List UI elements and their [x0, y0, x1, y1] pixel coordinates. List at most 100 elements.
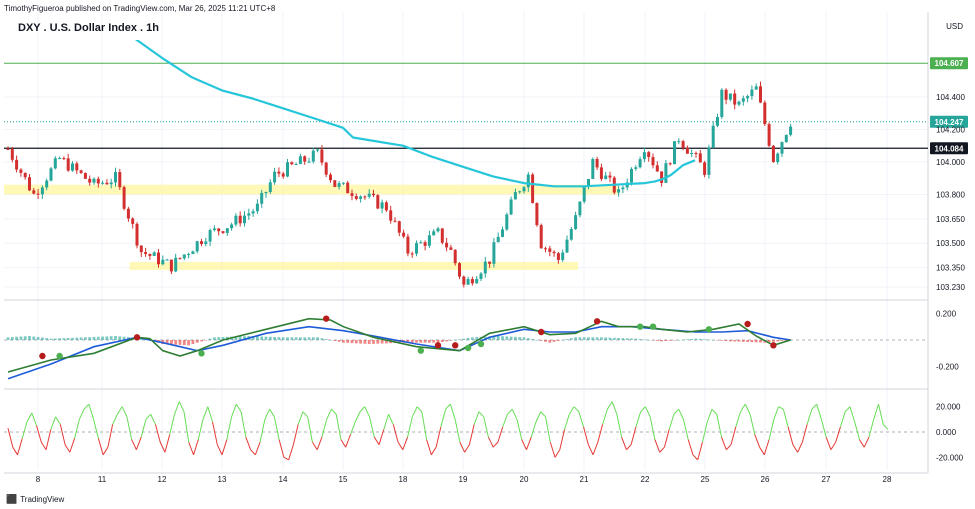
osc1-histogram-bar	[655, 340, 659, 341]
candle-body	[569, 229, 573, 240]
candle-body	[531, 174, 535, 204]
price-label-box-support	[930, 142, 968, 155]
candle-body	[664, 163, 668, 183]
candle-body	[372, 193, 375, 196]
osc2-segment	[564, 414, 570, 430]
osc2-segment	[587, 444, 594, 456]
candle-body	[445, 242, 449, 248]
osc1-histogram-bar	[544, 340, 547, 342]
osc2-segment	[592, 441, 599, 455]
osc1-histogram-bar	[690, 339, 694, 340]
currency-label[interactable]: USD	[946, 22, 963, 31]
osc1-histogram-bar	[324, 339, 328, 340]
osc2-segment	[497, 426, 504, 443]
osc2-segment	[207, 406, 214, 423]
osc2-segment	[112, 414, 118, 425]
candle-body	[195, 241, 199, 252]
candle-body	[225, 228, 229, 233]
osc1-histogram-bar	[668, 340, 672, 341]
osc2-segment	[640, 406, 646, 413]
osc1-histogram-bar	[466, 338, 470, 340]
osc1-histogram-bar	[62, 338, 66, 340]
candle-body	[135, 223, 139, 246]
candle-body	[367, 193, 371, 197]
osc2-segment	[416, 406, 423, 413]
osc2-y-tick-label: 20.000	[936, 403, 961, 412]
candle-body	[492, 242, 496, 264]
osc2-segment	[331, 408, 337, 415]
osc1-histogram-bar	[333, 340, 337, 341]
osc1-histogram-bar	[716, 340, 719, 341]
publisher-attribution: TimothyFigueroa published on TradingView…	[4, 4, 276, 13]
osc1-histogram-bar	[423, 340, 427, 343]
osc1-histogram-bar	[213, 337, 216, 340]
osc2-segment	[849, 406, 856, 423]
osc1-histogram-bar	[105, 336, 109, 340]
price-label-resistance: 104.607	[935, 59, 964, 68]
osc2-segment	[45, 429, 52, 450]
osc2-segment	[816, 403, 822, 420]
tradingview-brand[interactable]: ⬛ TradingView	[6, 494, 64, 505]
osc2-segment	[806, 409, 813, 425]
candle-body	[750, 89, 754, 97]
candle-body	[376, 195, 380, 209]
candle-body	[290, 162, 294, 165]
x-tick-label: 12	[158, 475, 167, 484]
osc2-segment	[521, 439, 527, 450]
candle-body	[655, 165, 659, 172]
candle-body	[363, 196, 367, 198]
osc1-histogram-bar	[41, 337, 44, 340]
candle-body	[685, 147, 689, 154]
osc1-histogram-bar	[548, 340, 552, 343]
osc2-segment	[55, 416, 61, 425]
candle-body	[789, 126, 793, 135]
osc1-histogram-bar	[445, 340, 448, 342]
osc2-segment	[17, 438, 23, 455]
candle-body	[75, 163, 79, 171]
osc1-histogram-bar	[359, 340, 362, 344]
osc2-segment	[554, 449, 561, 458]
osc2-segment	[483, 416, 489, 438]
candle-body	[264, 191, 268, 193]
osc1-histogram-bar	[200, 340, 203, 342]
candle-body	[660, 171, 664, 183]
candle-body	[595, 159, 599, 168]
candle-body	[741, 98, 745, 102]
osc2-segment	[216, 444, 223, 456]
osc2-segment	[630, 426, 637, 445]
osc2-segment	[706, 409, 713, 423]
osc2-segment	[64, 444, 71, 453]
osc2-segment	[107, 424, 114, 448]
osc1-histogram-bar	[307, 337, 311, 340]
y-tick-label: 103.350	[936, 264, 965, 273]
candle-body	[518, 191, 522, 193]
osc2-segment	[411, 406, 418, 418]
osc1-bull-signal-dot	[636, 323, 644, 330]
osc2-segment	[863, 436, 870, 448]
osc1-histogram-bar	[28, 336, 31, 340]
candle-body	[354, 196, 358, 199]
osc1-histogram-bar	[737, 340, 741, 342]
osc2-segment	[445, 403, 451, 410]
candle-body	[144, 252, 148, 255]
candle-body	[599, 167, 603, 180]
candle-body	[479, 273, 483, 279]
osc1-histogram-bar	[733, 340, 737, 342]
osc2-segment	[340, 439, 347, 448]
candle-body	[771, 145, 775, 163]
osc1-bear-signal-dot	[770, 342, 777, 349]
osc1-histogram-bar	[526, 338, 530, 340]
osc2-segment	[540, 411, 546, 418]
candle-body	[122, 187, 126, 209]
osc1-histogram-bar	[311, 337, 315, 340]
osc2-segment	[50, 416, 57, 430]
candle-body	[49, 168, 53, 181]
osc2-segment	[611, 401, 618, 415]
osc1-histogram-bar	[268, 336, 272, 340]
osc2-segment	[392, 424, 399, 443]
osc1-histogram-bar	[208, 338, 212, 340]
candle-body	[243, 215, 246, 224]
osc1-histogram-bar	[694, 338, 698, 340]
candle-body	[255, 203, 259, 212]
osc2-segment	[635, 411, 642, 428]
